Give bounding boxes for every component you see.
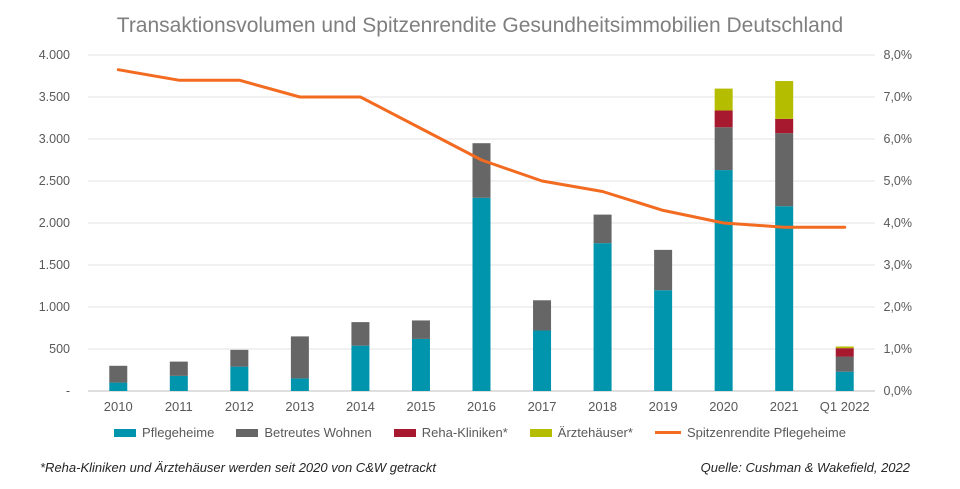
y-axis-tick-label: 2.500 bbox=[39, 174, 70, 188]
legend-label-betreutes-wohnen: Betreutes Wohnen bbox=[264, 425, 372, 440]
x-axis-tick-label: 2015 bbox=[407, 399, 436, 414]
bar-segment bbox=[835, 356, 854, 372]
x-axis-tick-label: 2010 bbox=[104, 399, 133, 414]
bar-segment bbox=[472, 143, 491, 198]
y-axis-tick-label: 2.000 bbox=[39, 216, 70, 230]
bar-segment bbox=[169, 375, 188, 391]
yield-line bbox=[116, 68, 847, 229]
y-axis-tick-label: 4.000 bbox=[39, 48, 70, 62]
bar-segment bbox=[775, 81, 794, 119]
y2-axis-tick-label: 6,0% bbox=[884, 132, 913, 146]
legend-swatch-aerztehaeuser bbox=[529, 428, 552, 437]
footnote: *Reha-Kliniken und Ärztehäuser werden se… bbox=[40, 460, 436, 475]
y-axis-tick-label: 3.500 bbox=[39, 90, 70, 104]
bar-segment bbox=[351, 345, 370, 391]
y-axis-tick-label: 1.500 bbox=[39, 258, 70, 272]
bar-segment bbox=[593, 214, 612, 244]
legend-item-aerztehaeuser: Ärztehäuser* bbox=[529, 425, 633, 440]
bar-segment bbox=[169, 361, 188, 376]
bar-segment bbox=[230, 349, 249, 367]
legend-item-spitzenrendite: Spitzenrendite Pflegeheime bbox=[654, 425, 846, 440]
x-axis-tick-label: 2016 bbox=[467, 399, 496, 414]
x-axis-tick-label: 2021 bbox=[770, 399, 799, 414]
x-axis-tick-label: 2020 bbox=[709, 399, 738, 414]
legend-label-aerztehaeuser: Ärztehäuser* bbox=[557, 425, 633, 440]
y2-axis-tick-label: 4,0% bbox=[884, 216, 913, 230]
y2-axis-tick-label: 8,0% bbox=[884, 48, 913, 62]
y2-axis-tick-label: 0,0% bbox=[884, 384, 913, 398]
y2-axis-tick-label: 7,0% bbox=[884, 90, 913, 104]
bar-segment bbox=[775, 206, 794, 391]
bar-segment bbox=[290, 378, 309, 391]
legend-item-reha-kliniken: Reha-Kliniken* bbox=[393, 425, 508, 440]
legend-swatch-betreutes-wohnen bbox=[236, 428, 259, 437]
bar-segment bbox=[533, 300, 552, 331]
bar-segment bbox=[714, 88, 733, 111]
x-axis-tick-label: 2017 bbox=[528, 399, 557, 414]
x-axis-tick-label: 2014 bbox=[346, 399, 375, 414]
legend-label-reha-kliniken: Reha-Kliniken* bbox=[421, 425, 508, 440]
bar-segment bbox=[593, 243, 612, 391]
y2-axis-tick-label: 1,0% bbox=[884, 342, 913, 356]
bar-segment bbox=[230, 366, 249, 391]
x-axis-tick-label: 2011 bbox=[165, 399, 193, 414]
x-axis-tick-label: Q1 2022 bbox=[820, 399, 870, 414]
legend-item-betreutes-wohnen: Betreutes Wohnen bbox=[236, 425, 372, 440]
bar-segment bbox=[835, 348, 854, 357]
y-axis-tick-label: - bbox=[66, 384, 70, 398]
bar-segment bbox=[411, 338, 430, 391]
legend-swatch-pflegeheime bbox=[114, 428, 137, 437]
chart-title: Transaktionsvolumen und Spitzenrendite G… bbox=[116, 14, 844, 37]
chart-legend: Pflegeheime Betreutes Wohnen Reha-Klinik… bbox=[0, 425, 960, 440]
bar-segment bbox=[775, 133, 794, 207]
x-axis-tick-label: 2019 bbox=[649, 399, 678, 414]
x-axis-tick-label: 2018 bbox=[588, 399, 617, 414]
bar-segment bbox=[835, 346, 854, 349]
bar-segment bbox=[109, 365, 128, 383]
bar-segment bbox=[351, 322, 370, 346]
bar-segment bbox=[533, 330, 552, 391]
bar-segment bbox=[654, 249, 673, 291]
y-axis-tick-label: 3.000 bbox=[39, 132, 70, 146]
bar-segment bbox=[290, 336, 309, 379]
legend-label-spitzenrendite: Spitzenrendite Pflegeheime bbox=[686, 425, 846, 440]
legend-label-pflegeheime: Pflegeheime bbox=[142, 425, 215, 440]
y-axis-tick-label: 500 bbox=[49, 342, 70, 356]
legend-item-pflegeheime: Pflegeheime bbox=[114, 425, 214, 440]
x-axis-tick-label: 2012 bbox=[225, 399, 254, 414]
legend-swatch-reha-kliniken bbox=[393, 428, 416, 437]
bar-segment bbox=[654, 290, 673, 391]
y2-axis-tick-label: 2,0% bbox=[884, 300, 913, 314]
y2-axis-tick-label: 3,0% bbox=[884, 258, 913, 272]
bar-segment bbox=[775, 118, 794, 134]
bar-segment bbox=[411, 320, 430, 339]
bar-segment bbox=[835, 371, 854, 391]
bar-segment bbox=[714, 170, 733, 391]
y2-axis-tick-label: 5,0% bbox=[884, 174, 913, 188]
source-note: Quelle: Cushman & Wakefield, 2022 bbox=[700, 460, 910, 475]
bar-segment bbox=[714, 110, 733, 128]
bar-segment bbox=[714, 127, 733, 171]
y-axis-tick-label: 1.000 bbox=[39, 300, 70, 314]
bar-segment bbox=[472, 197, 491, 391]
legend-swatch-spitzenrendite bbox=[654, 431, 681, 434]
bar-segment bbox=[109, 382, 128, 391]
x-axis-tick-label: 2013 bbox=[285, 399, 314, 414]
